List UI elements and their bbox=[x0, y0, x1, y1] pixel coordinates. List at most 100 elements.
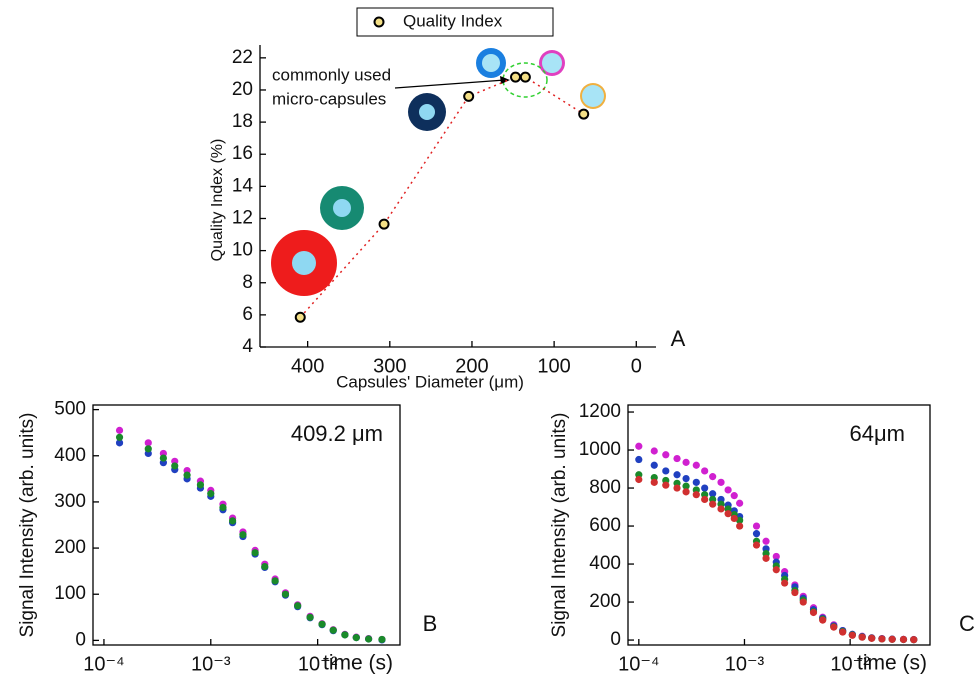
x-tick-label: 10⁻⁴ bbox=[83, 653, 124, 675]
x-tick-label: 10⁻³ bbox=[725, 653, 765, 675]
y-tick-label: 10 bbox=[232, 240, 253, 261]
y-tick-label: 300 bbox=[54, 491, 86, 512]
y-tick-label: 500 bbox=[54, 399, 86, 420]
y-tick-label: 16 bbox=[232, 143, 253, 164]
data-point bbox=[799, 598, 807, 606]
data-point bbox=[306, 613, 314, 621]
panel-label: B bbox=[423, 611, 438, 636]
data-point bbox=[219, 503, 227, 512]
data-point bbox=[692, 491, 700, 499]
panel-label: C bbox=[959, 611, 975, 636]
capsule-icons bbox=[271, 48, 606, 296]
data-point bbox=[752, 541, 761, 549]
legend-marker bbox=[373, 16, 385, 28]
data-point bbox=[578, 108, 590, 120]
data-point bbox=[673, 484, 681, 492]
data-point bbox=[692, 478, 700, 486]
y-axis-title: Quality Index (%) bbox=[209, 139, 226, 262]
x-tick-label: 100 bbox=[537, 355, 570, 377]
data-point bbox=[868, 634, 876, 642]
data-point bbox=[701, 495, 709, 504]
data-point bbox=[848, 631, 856, 639]
x-axis-title: Capsules' Diameter (μm) bbox=[336, 372, 524, 391]
data-point bbox=[724, 510, 732, 518]
data-point bbox=[251, 549, 259, 557]
data-point bbox=[752, 522, 761, 530]
y-tick-label: 0 bbox=[610, 629, 621, 650]
data-point bbox=[294, 602, 302, 610]
data-point bbox=[682, 488, 690, 496]
y-tick-label: 1200 bbox=[579, 401, 621, 422]
data-point bbox=[736, 522, 744, 530]
plot-frame bbox=[92, 404, 401, 646]
data-point bbox=[781, 579, 789, 587]
data-point bbox=[819, 616, 827, 624]
data-point bbox=[888, 635, 896, 643]
data-point bbox=[673, 454, 681, 463]
y-tick-label: 4 bbox=[242, 336, 253, 357]
y-tick-label: 0 bbox=[75, 629, 86, 650]
x-tick-label: 200 bbox=[455, 355, 488, 377]
plot-frame bbox=[627, 404, 931, 646]
y-tick-label: 18 bbox=[232, 111, 253, 132]
data-point bbox=[717, 478, 725, 486]
data-point bbox=[762, 537, 770, 545]
data-point bbox=[378, 635, 386, 644]
data-point bbox=[159, 454, 167, 462]
data-point bbox=[171, 462, 179, 470]
data-point bbox=[662, 451, 670, 459]
y-tick-label: 8 bbox=[242, 272, 253, 293]
data-point bbox=[294, 311, 306, 323]
y-tick-label: 400 bbox=[589, 553, 621, 574]
data-point bbox=[682, 474, 690, 483]
y-tick-label: 400 bbox=[54, 445, 86, 466]
data-point bbox=[650, 447, 658, 455]
annotation: commonly used bbox=[272, 65, 391, 84]
data-point bbox=[365, 635, 373, 643]
data-point bbox=[650, 478, 658, 486]
data-point bbox=[261, 562, 269, 571]
x-tick-label: 10⁻⁴ bbox=[618, 653, 659, 675]
x-tick-label: 10⁻² bbox=[830, 653, 870, 675]
data-point bbox=[709, 473, 717, 481]
data-point bbox=[673, 471, 681, 479]
data-point bbox=[510, 71, 522, 83]
data-point bbox=[271, 577, 279, 585]
y-tick-label: 1000 bbox=[579, 439, 621, 460]
data-point bbox=[463, 90, 475, 102]
data-point bbox=[682, 458, 690, 466]
data-point bbox=[519, 71, 531, 83]
y-tick-label: 100 bbox=[54, 583, 86, 604]
data-point bbox=[183, 471, 191, 479]
x-tick-label: 400 bbox=[291, 355, 324, 377]
y-tick-label: 600 bbox=[589, 515, 621, 536]
data-point bbox=[752, 530, 761, 538]
data-point bbox=[772, 552, 780, 561]
x-axis-title: time (s) bbox=[857, 652, 927, 675]
x-tick-label: 0 bbox=[631, 355, 642, 377]
y-tick-label: 20 bbox=[232, 79, 253, 100]
data-point bbox=[709, 500, 717, 508]
data-point bbox=[318, 620, 326, 628]
y-tick-label: 14 bbox=[232, 175, 254, 196]
data-point bbox=[899, 635, 908, 644]
data-point bbox=[701, 467, 709, 475]
data-point bbox=[701, 484, 709, 492]
data-point bbox=[635, 475, 643, 484]
data-point bbox=[196, 481, 205, 489]
data-point bbox=[341, 631, 349, 639]
y-tick-label: 200 bbox=[54, 537, 86, 558]
data-point bbox=[682, 482, 690, 490]
data-point bbox=[762, 554, 770, 562]
legend-label: Quality Index bbox=[403, 11, 503, 30]
data-point bbox=[662, 481, 670, 489]
annotation: micro-capsules bbox=[272, 89, 386, 108]
data-point bbox=[717, 505, 725, 513]
data-point bbox=[239, 531, 247, 539]
x-tick-label: 10⁻³ bbox=[191, 653, 231, 675]
data-point bbox=[329, 626, 337, 634]
y-tick-label: 800 bbox=[589, 477, 621, 498]
data-point bbox=[830, 623, 838, 631]
x-tick-label: 300 bbox=[373, 355, 406, 377]
